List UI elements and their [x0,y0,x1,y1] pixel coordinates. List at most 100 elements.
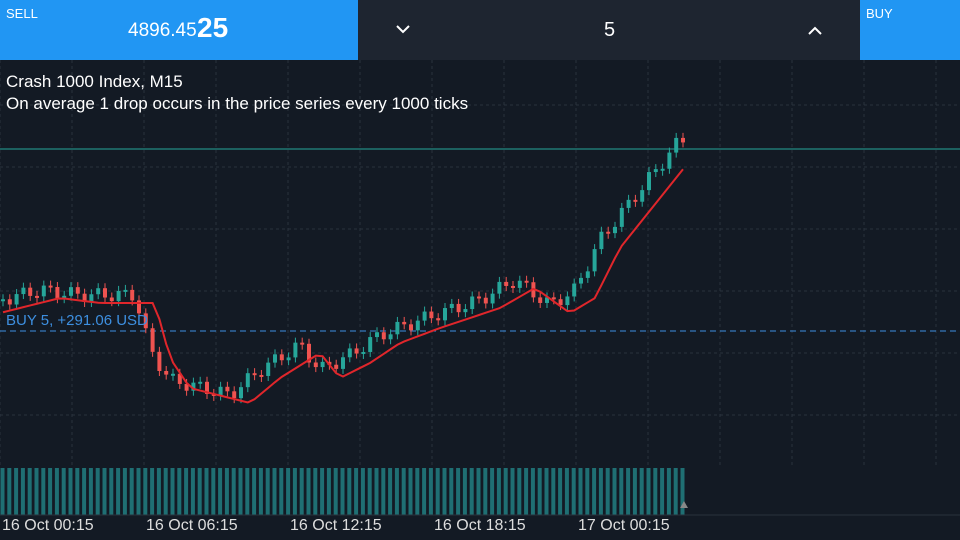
candle [82,293,87,302]
candle [388,334,393,340]
volume-bar [510,468,515,515]
candle [150,328,155,352]
chart-description: On average 1 drop occurs in the price se… [6,94,469,113]
candle [565,296,570,306]
candle [7,299,12,305]
candle [313,362,318,368]
candle [171,373,175,376]
volume-bar [605,468,610,515]
candle [279,354,284,361]
volume-bar [530,468,535,515]
candle [511,285,515,288]
time-label: 17 Oct 00:15 [578,517,670,534]
volume-bar [54,468,59,515]
volume-bar [238,468,243,515]
volume-bar [571,468,576,515]
candle [334,364,339,369]
volume-bar [61,468,66,515]
candle [429,311,434,319]
volume-bar [170,468,175,515]
volume[interactable]: 5 [604,19,616,41]
candle [572,283,577,297]
volume-bar [524,468,529,515]
volume-bar [598,468,603,515]
volume-bar [585,468,590,515]
sell-price-big: 25 [197,12,229,43]
volume-bar [612,468,617,515]
buy-label: BUY [866,6,893,21]
volume-bar [68,468,73,515]
candle [517,280,522,288]
volume-bar [143,468,148,515]
candle [259,374,264,377]
increase[interactable] [808,26,822,35]
volume-bar [177,468,182,515]
candle [164,370,169,375]
order-line-label: BUY 5, +291.06 USD [6,312,148,329]
candle [647,172,651,191]
volume-bar [537,468,542,515]
chart [0,60,960,516]
sell-button[interactable]: SELL 4896.45 25 [0,0,358,60]
volume-bar [496,468,501,515]
candle [361,351,366,354]
volume-bar [374,468,379,515]
volume-bar [265,468,270,515]
candle [477,296,481,299]
volume-bar [34,468,39,515]
volume-bar [449,468,454,515]
candle [96,288,101,295]
volume-bar [381,468,386,515]
volume-bar [422,468,427,515]
candle [184,383,189,391]
volume-bar [673,468,678,515]
volume-bar [340,468,345,515]
volume-bar [660,468,665,515]
volume-bar [109,468,114,515]
moving-average [2,168,684,404]
volume-bar [163,468,168,515]
candle [266,362,271,376]
volume-bar [354,468,359,515]
candle [35,295,39,298]
volume-bar [462,468,467,515]
volume-bar [116,468,121,515]
candle [640,190,645,202]
candle [62,295,67,299]
candle [157,351,162,371]
candle [198,381,203,384]
candle [347,348,352,358]
candle [320,361,325,368]
volume-bar [190,468,195,515]
candle [613,226,617,234]
chevrons [396,25,822,35]
candle [619,207,624,227]
volume-bar [564,468,569,515]
volume-bar [401,468,406,515]
volume-bar [0,468,5,515]
volume-bar [252,468,257,515]
volume-bar [333,468,338,515]
volume-bar [367,468,372,515]
volume-bar [666,468,671,515]
volume-bar [442,468,447,515]
volume-bar [41,468,46,515]
candle [273,354,277,363]
candle [449,303,454,309]
candle [395,321,400,335]
time-label: 16 Oct 00:15 [2,517,94,534]
candle [456,303,461,313]
volume-bar [313,468,318,515]
volume-bar [7,468,12,515]
candle [422,311,427,321]
candle [579,277,583,284]
candle [415,320,420,331]
candle [483,297,488,304]
candle [21,287,26,295]
volume-bar [245,468,250,515]
decrease[interactable] [396,25,410,34]
candle [375,332,379,338]
buy-button[interactable]: BUY [860,0,960,60]
volume-bar [653,468,658,515]
volume-bar [224,468,229,515]
